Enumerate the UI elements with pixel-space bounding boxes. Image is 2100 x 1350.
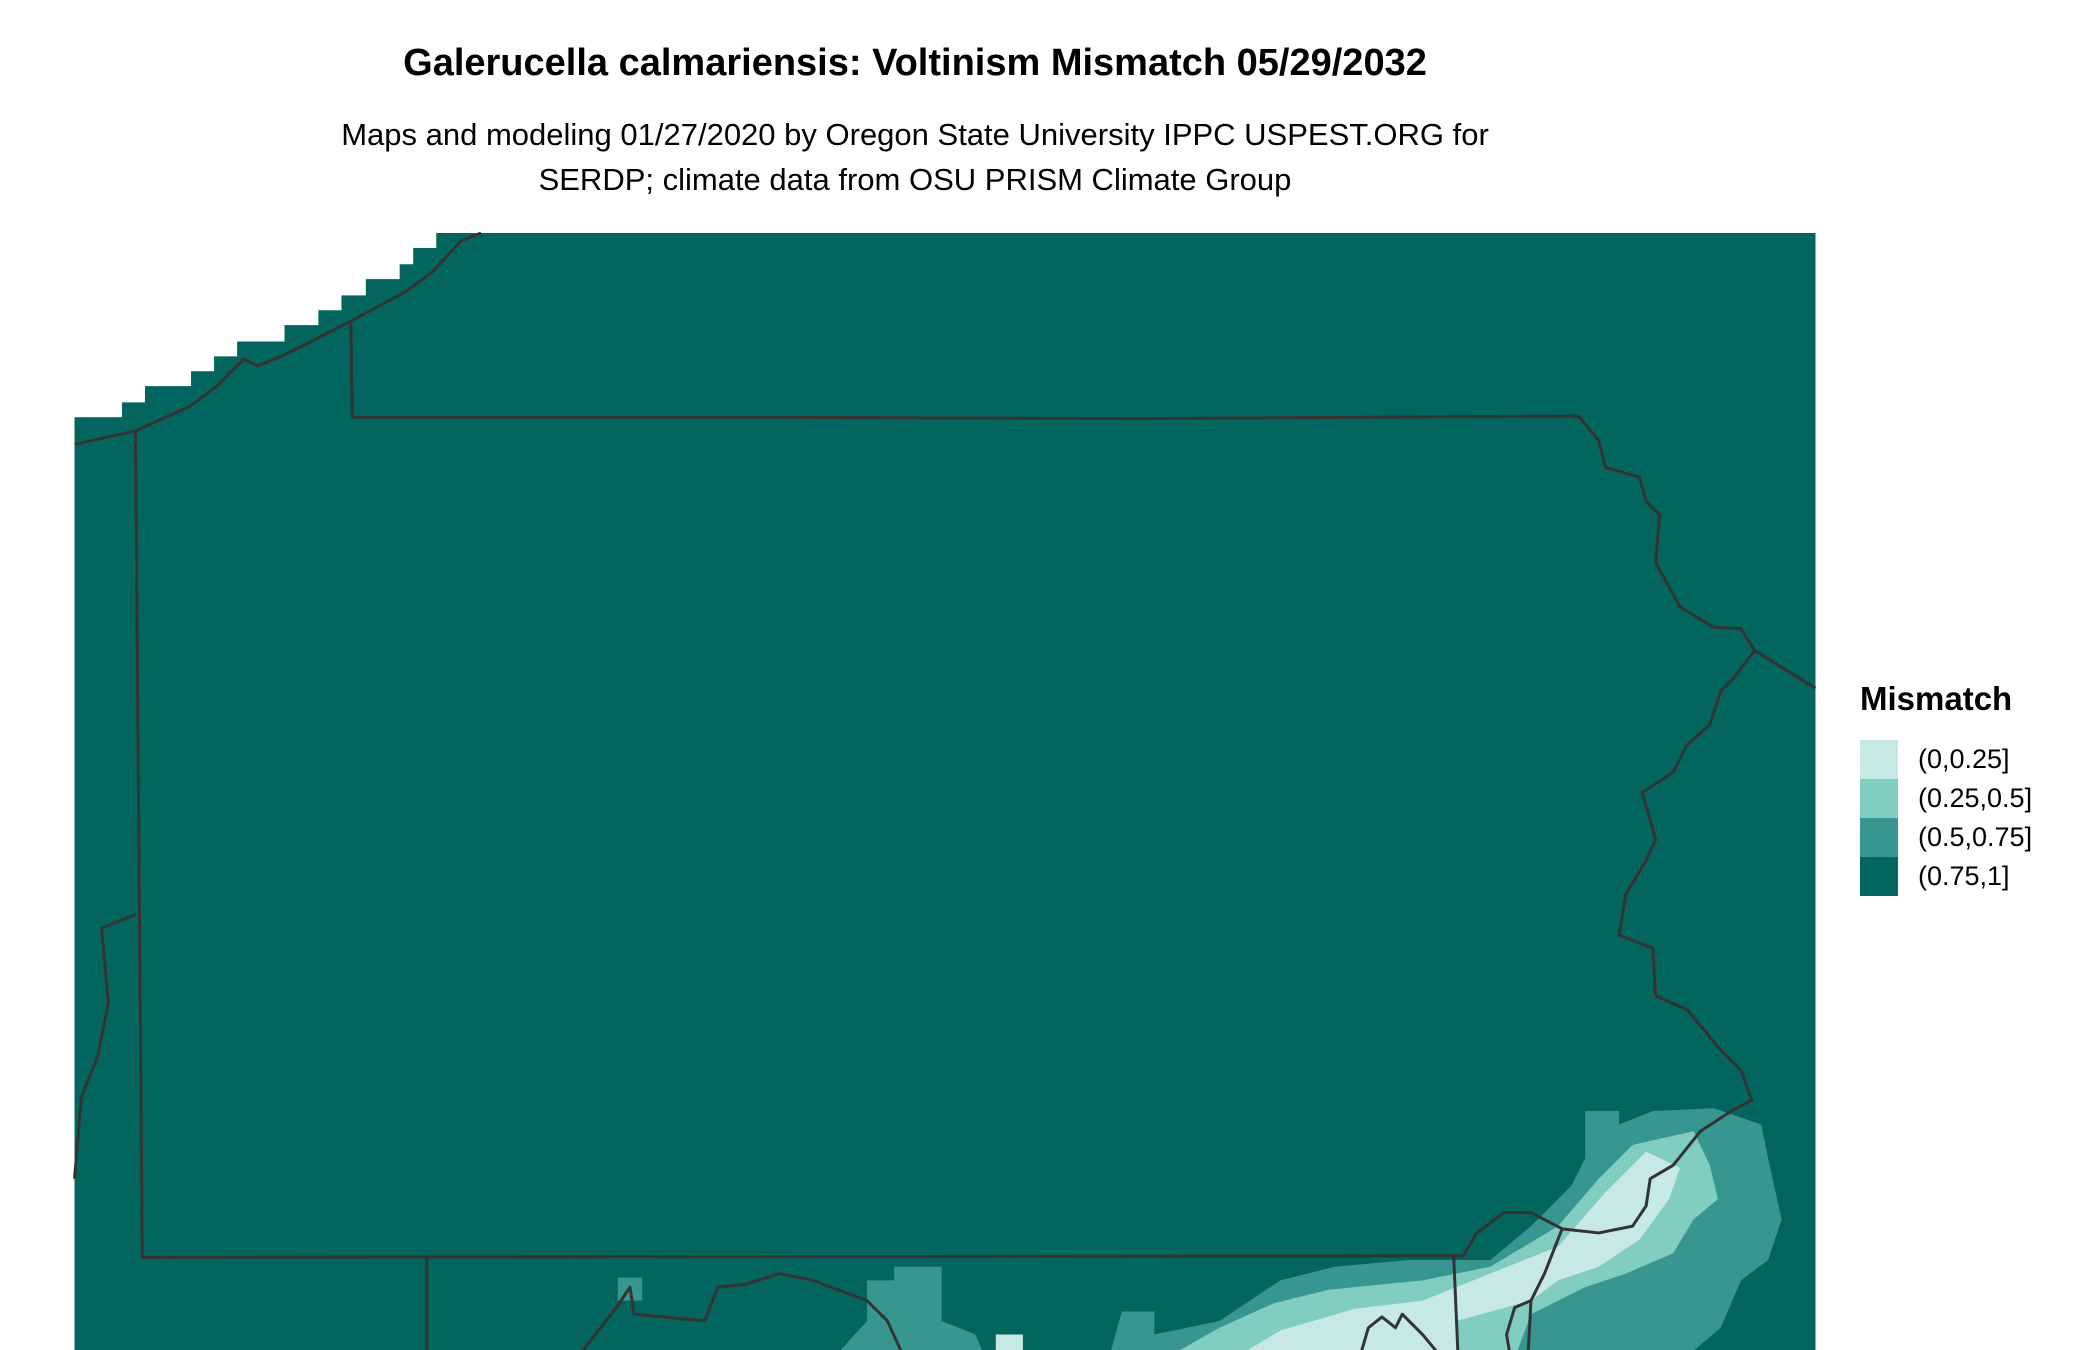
ny-nj-border [1753, 649, 1817, 690]
delaware-river [1505, 1299, 1532, 1350]
raster-class-0.25-0.5 [1180, 1131, 1718, 1350]
legend-item: (0,0.25] [1860, 740, 2032, 779]
legend-label: (0.75,1] [1918, 861, 2010, 891]
map-title: Galerucella calmariensis: Voltinism Mism… [403, 42, 1427, 84]
legend-swatch [1860, 740, 1898, 779]
subtitle-line-2: SERDP; climate data from OSU PRISM Clima… [538, 162, 1292, 197]
md-de-border [1452, 1257, 1460, 1350]
legend-swatch [1860, 857, 1898, 896]
state-borders [73, 231, 1817, 1350]
subtitle-line-1: Maps and modeling 01/27/2020 by Oregon S… [341, 117, 1489, 152]
legend-swatch [1860, 779, 1898, 818]
legend-label: (0,0.25] [1918, 744, 2010, 774]
legend-title: Mismatch [1860, 680, 2013, 717]
raster-class-0-0.25-west [995, 1334, 1023, 1350]
raster-class-0.75-1 [74, 233, 1816, 1350]
lake-erie-shore [74, 231, 482, 446]
map-subtitle: Maps and modeling 01/27/2020 by Oregon S… [0, 112, 1830, 202]
md-va-border [581, 1272, 903, 1350]
chesapeake-shore [1360, 1312, 1438, 1350]
raster-class-0.5-0.75-west [840, 1266, 982, 1350]
nj-de-border [1526, 1228, 1564, 1350]
raster-class-0-0.25 [1247, 1151, 1680, 1350]
legend-item: (0.75,1] [1860, 857, 2032, 896]
legend-item: (0.25,0.5] [1860, 779, 2032, 818]
ohio-wv-border [73, 913, 137, 1179]
pennsylvania-border [133, 321, 1757, 1259]
raster-layer [74, 233, 1816, 1350]
legend-label: (0.5,0.75] [1918, 822, 2033, 852]
legend-item: (0.5,0.75] [1860, 818, 2032, 857]
legend-label: (0.25,0.5] [1918, 783, 2033, 813]
legend-swatch [1860, 818, 1898, 857]
legend: Mismatch (0,0.25] (0.25,0.5] (0.5,0.75] … [1860, 680, 2032, 896]
